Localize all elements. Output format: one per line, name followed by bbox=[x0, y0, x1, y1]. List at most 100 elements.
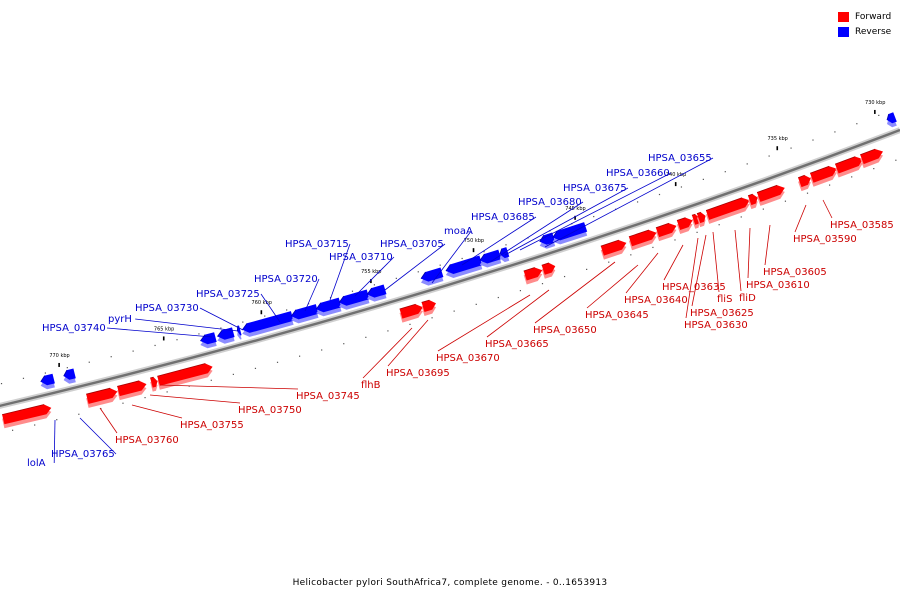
forward-gene-label: HPSA_03755 bbox=[131, 404, 244, 431]
gene-label: HPSA_03590 bbox=[793, 234, 857, 245]
gene-body bbox=[157, 363, 213, 386]
leader-line bbox=[199, 307, 244, 331]
reverse-gene-label: HPSA_03710 bbox=[329, 252, 395, 297]
reverse-gene-label: lolA bbox=[27, 419, 56, 469]
gene-edge bbox=[217, 329, 223, 337]
tick-label: 760 kbp bbox=[252, 300, 272, 306]
gene-edge bbox=[696, 211, 701, 214]
gene-label: HPSA_03730 bbox=[135, 303, 199, 314]
tick-mark bbox=[58, 362, 60, 367]
gene-edge bbox=[150, 376, 154, 379]
track-dot bbox=[431, 317, 433, 319]
forward-gene-block bbox=[797, 174, 811, 192]
forward-gene-block bbox=[117, 380, 147, 401]
gene-body bbox=[63, 368, 76, 380]
leader-line bbox=[504, 187, 629, 256]
track-dot bbox=[718, 224, 720, 226]
reverse-gene-block bbox=[366, 284, 387, 302]
leader-line bbox=[685, 237, 699, 319]
gene-edge bbox=[655, 222, 670, 229]
track-dot bbox=[373, 284, 376, 286]
forward-gene-label: HPSA_03605 bbox=[763, 224, 827, 278]
leader-line bbox=[106, 327, 213, 338]
tick-label: 730 kbp bbox=[865, 100, 885, 106]
scale-ticks: 730 kbp 735 kbp 740 kbp 745 kbp 750 kbp 755 k… bbox=[49, 100, 885, 367]
reverse-gene-block bbox=[40, 373, 55, 390]
track-dot bbox=[276, 361, 279, 363]
forward-gene-label: HPSA_03610 bbox=[746, 227, 810, 291]
track-dot bbox=[66, 367, 68, 369]
gene-edge bbox=[338, 295, 345, 303]
leader-line bbox=[354, 256, 395, 297]
reverse-gene-label: HPSA_03765 bbox=[51, 417, 117, 460]
gene-label: HPSA_03740 bbox=[42, 323, 106, 334]
leader-line bbox=[544, 157, 714, 248]
gene-label: HPSA_03685 bbox=[471, 212, 535, 223]
track-dot bbox=[746, 163, 748, 165]
gene-label: HPSA_03650 bbox=[533, 325, 597, 336]
gene-edge bbox=[809, 165, 830, 174]
gene-edge bbox=[628, 229, 650, 238]
track-dot bbox=[856, 123, 858, 125]
track-dot bbox=[395, 277, 397, 279]
gene-body bbox=[421, 300, 436, 312]
track-dot bbox=[34, 424, 36, 426]
tick-mark bbox=[874, 109, 876, 114]
track-dot bbox=[505, 244, 507, 246]
reverse-gene-block bbox=[290, 304, 319, 324]
gene-label: HPSA_03765 bbox=[51, 449, 115, 460]
track-dot bbox=[110, 356, 112, 358]
gene-edge bbox=[834, 156, 856, 165]
track-dot bbox=[122, 402, 124, 404]
gene-label: HPSA_03610 bbox=[746, 280, 810, 291]
forward-gene-label: flhB bbox=[361, 327, 413, 391]
reverse-gene-block bbox=[539, 232, 556, 249]
track-dot bbox=[680, 186, 683, 188]
track-dot bbox=[321, 349, 323, 351]
leader-line bbox=[712, 231, 720, 293]
reverse-gene-label: HPSA_03730 bbox=[135, 303, 244, 331]
gene-label: HPSA_03605 bbox=[763, 267, 827, 278]
reverse-gene-label: HPSA_03720 bbox=[254, 274, 320, 312]
gene-body bbox=[291, 304, 319, 320]
track-dot bbox=[232, 373, 234, 375]
gene-body bbox=[552, 222, 588, 241]
track-dot bbox=[132, 350, 134, 352]
gene-body bbox=[523, 267, 543, 281]
gene-body bbox=[200, 332, 217, 345]
leader-line bbox=[691, 234, 707, 307]
gene-edge bbox=[479, 253, 485, 261]
gene-edge bbox=[552, 230, 558, 238]
forward-gene-block bbox=[809, 165, 837, 187]
reverse-gene-label: HPSA_03680 bbox=[489, 197, 584, 263]
tick-mark bbox=[776, 146, 779, 151]
track-dot bbox=[895, 159, 897, 161]
forward-gene-label: HPSA_03640 bbox=[624, 252, 688, 306]
track-dot bbox=[351, 290, 354, 292]
leader-line bbox=[53, 419, 56, 464]
genome-axis bbox=[0, 127, 900, 409]
forward-gene-block bbox=[756, 184, 785, 206]
tick-mark bbox=[260, 310, 263, 315]
gene-label: HPSA_03760 bbox=[115, 435, 179, 446]
forward-gene-block bbox=[150, 376, 158, 392]
gene-edge bbox=[290, 309, 297, 317]
track-dot bbox=[790, 147, 792, 149]
track-dot bbox=[519, 290, 522, 292]
forward-gene-label: fliD bbox=[734, 229, 756, 304]
track-dot bbox=[417, 271, 419, 273]
forward-gene-label: HPSA_03645 bbox=[585, 264, 649, 321]
track-dot bbox=[696, 231, 698, 233]
gene-body bbox=[748, 194, 758, 206]
forward-gene-block bbox=[860, 148, 883, 169]
gene-edge bbox=[541, 262, 550, 266]
track-dot bbox=[210, 379, 212, 381]
gene-body bbox=[628, 230, 657, 247]
track-dot bbox=[439, 264, 441, 266]
leader-line bbox=[734, 229, 742, 292]
gene-label: HPSA_03710 bbox=[329, 252, 393, 263]
forward-gene-label: fliS bbox=[712, 231, 732, 305]
track-dot bbox=[461, 257, 463, 260]
reverse-gene-label: HPSA_03655 bbox=[544, 153, 714, 248]
reverse-gene-label: moaA bbox=[431, 226, 473, 284]
